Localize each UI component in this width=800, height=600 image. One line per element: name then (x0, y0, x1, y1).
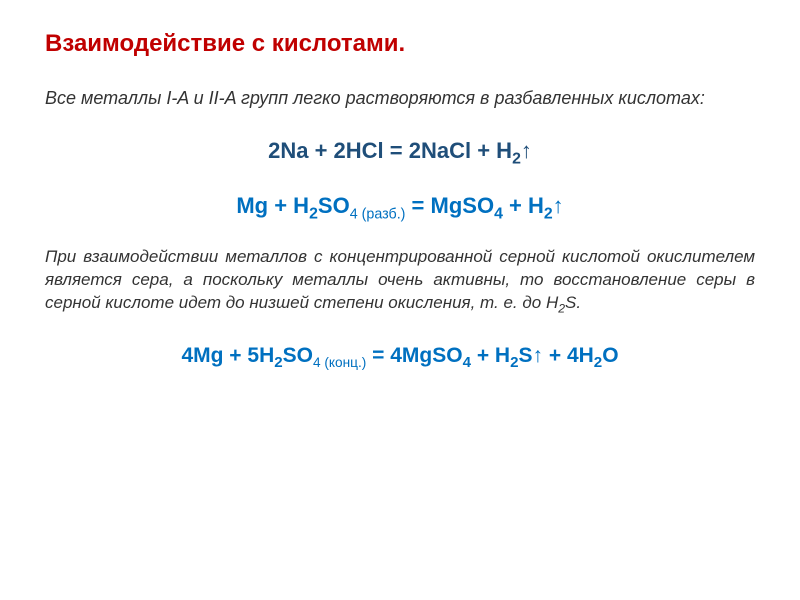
eq3-s5: 2 (594, 354, 602, 371)
intro-text: Все металлы I-A и II-A групп легко раств… (45, 86, 755, 110)
eq2-p1: Mg + H (236, 193, 309, 218)
eq3-p4: + H (471, 344, 510, 367)
slide-title: Взаимодействие с кислотами. (45, 30, 755, 58)
eq2-s1: 2 (309, 205, 318, 222)
desc-end: S. (565, 293, 581, 312)
eq3-s2: 4 (конц.) (313, 355, 366, 370)
eq1-text: 2Na + 2HCl = 2NaCl + H (268, 138, 512, 163)
eq3-s1: 2 (274, 354, 282, 371)
eq3-p3: = 4MgSO (366, 344, 462, 367)
description-text: При взаимодействии металлов с концентрир… (45, 246, 755, 315)
eq1-arrow: ↑ (521, 138, 532, 163)
eq1-sub: 2 (512, 151, 521, 168)
eq2-s3: 4 (494, 205, 503, 222)
eq2-s2: 4 (разб.) (350, 206, 406, 222)
eq3-p6: O (602, 344, 618, 367)
eq3-s4: 2 (510, 354, 518, 371)
eq2-p3: = MgSO (405, 193, 494, 218)
eq2-p2: SO (318, 193, 350, 218)
desc-main: При взаимодействии металлов с концентрир… (45, 247, 755, 312)
eq2-arrow: ↑ (553, 193, 564, 218)
eq3-s3: 4 (463, 354, 471, 371)
equation-3: 4Mg + 5H2SO4 (конц.) = 4MgSO4 + H2S↑ + 4… (45, 341, 755, 370)
eq3-p5: S↑ + 4H (519, 344, 594, 367)
eq2-s4: 2 (544, 205, 553, 222)
eq3-p1: 4Mg + 5H (181, 344, 274, 367)
eq2-p4: + H (503, 193, 544, 218)
equation-2: Mg + H2SO4 (разб.) = MgSO4 + H2↑ (45, 191, 755, 222)
eq3-p2: SO (283, 344, 313, 367)
equation-1: 2Na + 2HCl = 2NaCl + H2↑ (45, 136, 755, 167)
